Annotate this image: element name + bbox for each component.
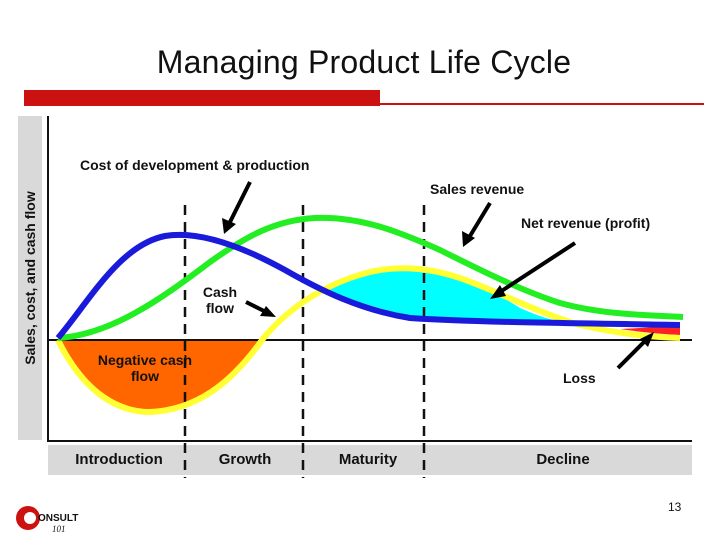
arrow-net-revenue xyxy=(490,241,577,299)
phase-introduction: Introduction xyxy=(75,451,163,468)
label-cash-flow-line1: Cash xyxy=(202,284,238,300)
label-negative-line1: Negative cash xyxy=(97,352,193,368)
profit-area xyxy=(318,268,565,322)
phase-growth: Growth xyxy=(218,451,272,468)
logo-text: ONSULT xyxy=(38,513,78,524)
phase-strip xyxy=(48,445,692,475)
cost-curve xyxy=(55,231,681,340)
arrow-sales xyxy=(462,201,492,247)
label-loss: Loss xyxy=(563,370,596,386)
ylabel-strip xyxy=(18,116,42,440)
label-negative-line2: flow xyxy=(131,368,159,384)
negative-cash-flow-area xyxy=(60,340,262,412)
sales-revenue-curve xyxy=(57,214,684,341)
label-cost: Cost of development & production xyxy=(80,157,310,173)
label-negative-cash-flow: Negative cash flow xyxy=(80,352,210,384)
title-underline xyxy=(380,103,704,105)
label-sales-revenue: Sales revenue xyxy=(430,181,525,197)
page-title: Managing Product Life Cycle xyxy=(156,44,572,80)
logo-subtext: 101 xyxy=(52,524,66,534)
arrow-cost xyxy=(222,181,252,234)
label-cash-flow: Cash flow xyxy=(190,284,250,316)
consult-logo: ONSULT 101 xyxy=(16,506,78,534)
title-accent-bar xyxy=(24,90,380,106)
arrow-loss xyxy=(616,332,654,370)
page-number: 13 xyxy=(668,500,682,514)
label-net-revenue: Net revenue (profit) xyxy=(521,215,651,231)
arrow-cash-flow xyxy=(245,300,276,317)
phase-maturity: Maturity xyxy=(338,451,398,468)
label-cash-flow-line2: flow xyxy=(206,300,234,316)
loss-area xyxy=(620,326,680,335)
phase-decline: Decline xyxy=(536,451,590,468)
